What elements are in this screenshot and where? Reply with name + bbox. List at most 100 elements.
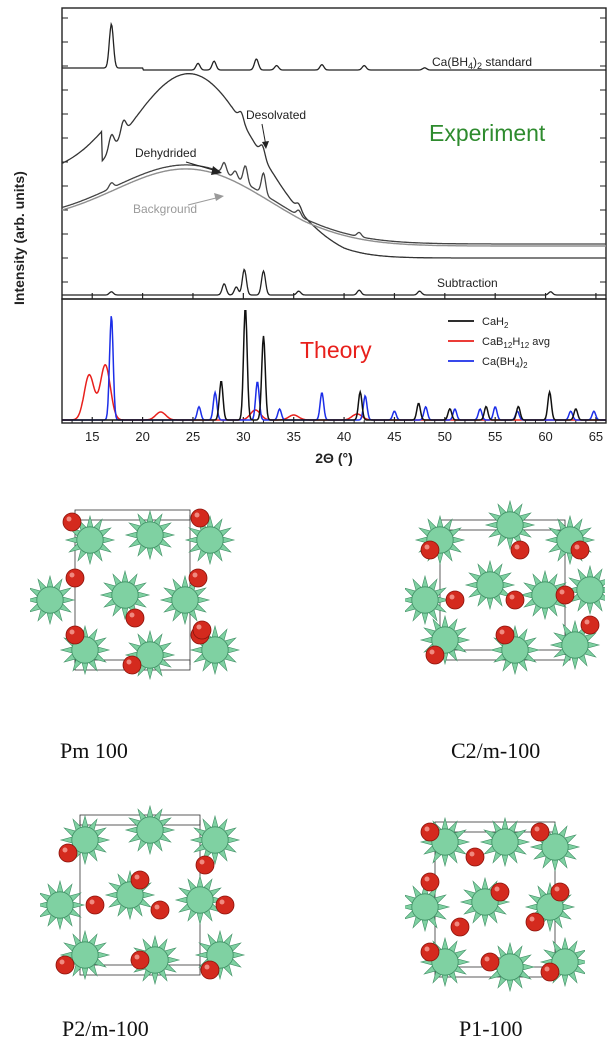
b12h12-cluster — [561, 631, 589, 659]
atom-highlight — [194, 512, 200, 518]
atom-highlight — [129, 612, 135, 618]
atom-highlight — [69, 629, 75, 635]
atom-highlight — [574, 544, 580, 550]
structure-c2m-100 — [405, 500, 605, 680]
x-tick-label: 60 — [538, 429, 552, 444]
b12h12-cluster — [411, 893, 439, 921]
legend-cabh4: Ca(BH4)2 — [482, 356, 528, 370]
curve-standard — [62, 21, 606, 71]
calcium-atom — [420, 942, 440, 962]
curve-background — [61, 168, 606, 247]
atom-highlight — [69, 572, 75, 578]
xrd-figure: 15 20 25 30 35 40 45 50 55 60 65 Ca(BH4)2 standard… — [11, 7, 607, 466]
b12h12-cluster — [111, 581, 139, 609]
b12h12-cluster — [171, 586, 199, 614]
x-tick-label: 65 — [589, 429, 603, 444]
calcium-atom — [65, 568, 85, 588]
calcium-atom — [195, 855, 215, 875]
calcium-atom — [425, 645, 445, 665]
theory-curves — [62, 310, 606, 421]
calcium-atom — [420, 822, 440, 842]
experiment-curves — [61, 21, 606, 296]
caption-p2m-100: P2/m-100 — [62, 1016, 149, 1041]
x-tick-label: 45 — [387, 429, 401, 444]
atom-highlight — [134, 954, 140, 960]
caption-pm-100: Pm 100 — [60, 738, 128, 763]
atom-highlight — [204, 964, 210, 970]
legend-cah2: CaH2 — [482, 316, 509, 330]
x-tick-label: 25 — [186, 429, 200, 444]
annotation-background: Background — [133, 202, 197, 216]
atom-highlight — [196, 624, 202, 630]
calcium-atom — [122, 655, 142, 675]
b12h12-cluster — [36, 586, 64, 614]
calcium-atom — [190, 508, 210, 528]
b12h12-cluster — [136, 641, 164, 669]
structure-p2m-100 — [40, 805, 250, 990]
calcium-atom — [125, 608, 145, 628]
annotation-standard: Ca(BH4)2 standard — [432, 55, 532, 71]
calcium-atom — [530, 822, 550, 842]
calcium-atom — [445, 590, 465, 610]
annotation-desolvated: Desolvated — [246, 108, 306, 122]
atom-highlight — [62, 847, 68, 853]
legend-cabh4-paren: ) — [519, 356, 523, 368]
atom-highlight — [584, 619, 590, 625]
atom-highlight — [424, 544, 430, 550]
b12h12-cluster — [201, 826, 229, 854]
calcium-atom — [58, 843, 78, 863]
atom-highlight — [509, 594, 515, 600]
calcium-atom — [62, 512, 82, 532]
experiment-label: Experiment — [429, 120, 546, 146]
b12h12-cluster — [496, 953, 524, 981]
b12h12-cluster — [201, 636, 229, 664]
atom-highlight — [89, 899, 95, 905]
calcium-atom — [188, 568, 208, 588]
curve-cah2 — [62, 310, 606, 421]
atom-highlight — [529, 916, 535, 922]
curve-subtraction — [62, 268, 606, 296]
dehydrided-arrowhead — [211, 166, 222, 175]
calcium-atom — [150, 900, 170, 920]
b12h12-cluster — [71, 826, 99, 854]
background-arrowhead — [214, 193, 224, 201]
calcium-atom — [200, 960, 220, 980]
calcium-atom — [540, 962, 560, 982]
b12h12-cluster — [71, 941, 99, 969]
atom-highlight — [134, 874, 140, 880]
desolvated-arrowhead — [262, 141, 269, 149]
subscript-4: 4 — [468, 61, 473, 71]
calcium-atom — [480, 952, 500, 972]
legend-cabh4-sub2: 2 — [523, 361, 528, 370]
calcium-atom — [420, 540, 440, 560]
calcium-atom — [525, 912, 545, 932]
background-arrow — [187, 196, 221, 206]
calcium-atom — [55, 955, 75, 975]
b12h12-cluster — [196, 526, 224, 554]
atom-highlight — [154, 904, 160, 910]
atom-highlight — [66, 516, 72, 522]
crystal-structure-image — [405, 816, 585, 992]
calcium-atom — [580, 615, 600, 635]
annotation-standard-tail: ) — [473, 55, 477, 69]
x-tick-label: 55 — [488, 429, 502, 444]
b12h12-cluster — [76, 526, 104, 554]
crystal-structure-image — [40, 805, 246, 986]
b12h12-cluster — [476, 571, 504, 599]
x-tick-label: 40 — [337, 429, 351, 444]
b12h12-cluster — [491, 828, 519, 856]
unit-cell-edge — [74, 509, 191, 521]
atom-highlight — [454, 921, 460, 927]
curve-desolvated — [61, 73, 606, 259]
atom-highlight — [424, 876, 430, 882]
legend-avg: avg — [529, 336, 550, 348]
subscript-2: 2 — [477, 61, 482, 71]
calcium-atom — [465, 847, 485, 867]
structure-pm-100 — [30, 500, 240, 690]
calcium-atom — [65, 625, 85, 645]
x-tick-label: 30 — [236, 429, 250, 444]
atom-highlight — [494, 886, 500, 892]
atom-highlight — [469, 851, 475, 857]
atom-highlight — [424, 826, 430, 832]
caption-p1-100: P1-100 — [459, 1016, 523, 1041]
